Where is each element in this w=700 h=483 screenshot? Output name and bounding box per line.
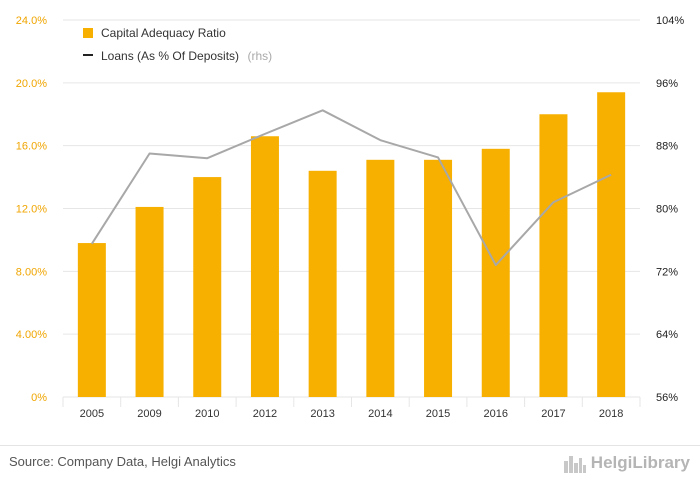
y-left-tick-label: 8.00% [16, 266, 47, 278]
y-left-tick-label: 16.0% [16, 141, 47, 153]
x-tick-label: 2017 [541, 408, 565, 420]
x-tick-label: 2014 [368, 408, 392, 420]
line-series-loans-as-pct-of-deposits [91, 109, 612, 267]
bar [481, 148, 510, 397]
brand-name: HelgiLibrary [590, 453, 690, 472]
bar [77, 243, 106, 397]
y-left-tick-label: 0% [31, 392, 47, 404]
y-left-tick-label: 4.00% [16, 329, 47, 341]
x-tick-label: 2013 [310, 408, 334, 420]
y-left-tick-label: 20.0% [16, 78, 47, 90]
legend: Capital Adequacy Ratio Loans (As % Of De… [83, 26, 272, 64]
footer: Source: Company Data, Helgi Analytics He… [0, 445, 700, 483]
source-note: Source: Company Data, Helgi Analytics [9, 454, 236, 469]
line-path [91, 109, 612, 267]
y-right-tick-label: 64% [656, 329, 678, 341]
bar-series-capital-adequacy-ratio [77, 92, 626, 397]
x-tick-label: 2012 [253, 408, 277, 420]
bar [424, 159, 453, 397]
bar [135, 206, 164, 397]
legend-swatch-bar [83, 28, 93, 38]
x-tick-label: 2015 [426, 408, 450, 420]
chart: 0% 4.00% 8.00% 12.0% 16.0% 20.0% 24.0% 56% 64% 72… [16, 15, 685, 420]
axes: 0% 4.00% 8.00% 12.0% 16.0% 20.0% 24.0% 56% 64% 72… [16, 15, 685, 420]
legend-label-bar: Capital Adequacy Ratio [101, 26, 226, 40]
bar [308, 170, 337, 397]
bar [366, 159, 395, 397]
y-right-tick-label: 88% [656, 141, 678, 153]
y-right-tick-label: 96% [656, 78, 678, 90]
bar [539, 114, 568, 397]
x-tick-label: 2005 [80, 408, 104, 420]
legend-label-line: Loans (As % Of Deposits) (rhs) [101, 47, 272, 64]
y-right-tick-label: 56% [656, 392, 678, 404]
city-skyline-icon [563, 453, 587, 473]
y-right-tick-label: 72% [656, 266, 678, 278]
x-tick-label: 2010 [195, 408, 219, 420]
brand-logo: HelgiLibrary [563, 450, 690, 476]
y-left-tick-label: 12.0% [16, 204, 47, 216]
legend-label-line-name: Loans (As % Of Deposits) [101, 49, 239, 63]
x-tick-label: 2009 [137, 408, 161, 420]
legend-label-line-suffix: (rhs) [248, 49, 273, 63]
bar [597, 92, 626, 397]
y-left-tick-label: 24.0% [16, 15, 47, 27]
x-tick-label: 2018 [599, 408, 623, 420]
bar [193, 177, 222, 397]
bar [250, 136, 279, 397]
x-tick-label: 2016 [484, 408, 508, 420]
y-right-tick-label: 104% [656, 15, 684, 27]
y-right-tick-label: 80% [656, 204, 678, 216]
